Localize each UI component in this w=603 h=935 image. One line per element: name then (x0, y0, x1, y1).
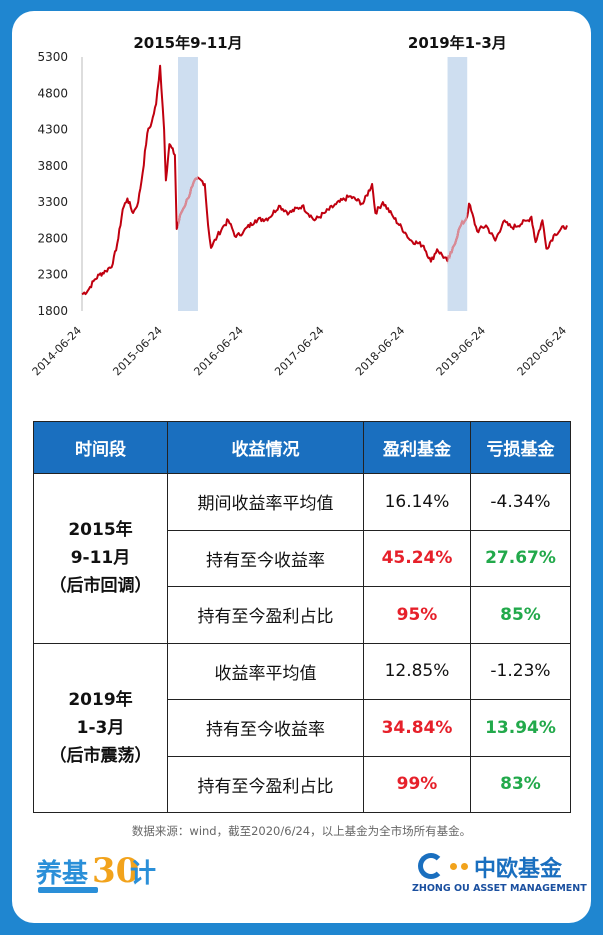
metric-cell: 持有至今收益率 (167, 529, 364, 587)
metric-cell: 收益率平均值 (167, 642, 364, 700)
x-tick-label: 2016-06-24 (191, 324, 245, 378)
zhongou-english: ZHONG OU ASSET MANAGEMENT (412, 883, 587, 894)
period-months: 1-3月 (76, 717, 125, 738)
x-tick-label: 2015-06-24 (110, 324, 164, 378)
index-series-line (81, 64, 568, 296)
logo-text-1: 养基 (36, 859, 89, 889)
header-profit-funds: 盈利基金 (363, 421, 471, 474)
table-row: 持有至今收益率 34.84% 13.94% (34, 699, 571, 757)
loss-cell: 13.94% (470, 699, 571, 757)
profit-cell: 99% (363, 755, 471, 813)
loss-cell: 83% (470, 755, 571, 813)
zhongou-logo: 中欧基金 ZHONG OU ASSET MANAGEMENT (412, 849, 587, 897)
loss-cell: -4.34% (470, 473, 571, 531)
x-tick-label: 2018-06-24 (353, 324, 407, 378)
y-tick-label: 3800 (37, 159, 68, 173)
metric-cell: 持有至今盈利占比 (167, 755, 364, 813)
x-tick-label: 2017-06-24 (272, 324, 326, 378)
header-period: 时间段 (33, 421, 168, 474)
highlight-band (447, 57, 468, 311)
metric-cell: 期间收益率平均值 (167, 473, 364, 531)
table-row: 持有至今盈利占比 99% 83% (34, 755, 571, 813)
card: 2015年9-11月 2019年1-3月 1800 2300 2800 3300 3800 4… (12, 11, 591, 923)
loss-cell: 85% (470, 586, 571, 644)
table-row: 2019年 1-3月 （后市震荡） 收益率平均值 12.85% -1.23% (33, 642, 571, 813)
header-loss-funds: 亏损基金 (470, 421, 571, 474)
y-tick-label: 4300 (37, 123, 68, 137)
metric-cell: 持有至今盈利占比 (167, 586, 364, 644)
yangji-30-logo: 养基 30 计 (34, 849, 164, 897)
logo-number: 30 (92, 851, 140, 891)
y-tick-label: 3300 (37, 195, 68, 209)
highlight-label: 2019年1-3月 (408, 34, 507, 52)
logo-underline (38, 887, 98, 893)
x-tick-label: 2019-06-24 (434, 324, 488, 378)
metric-cell: 持有至今收益率 (167, 699, 364, 757)
y-tick-label: 1800 (37, 304, 68, 318)
x-tick-label: 2014-06-24 (30, 324, 84, 378)
highlight-band (178, 57, 198, 311)
y-tick-label: 5300 (37, 50, 68, 64)
highlight-series-segment (447, 209, 468, 265)
logo-dot-icon (450, 863, 457, 870)
loss-cell: 27.67% (470, 529, 571, 587)
zhongou-c-icon (418, 853, 444, 879)
x-tick-label: 2020-06-24 (515, 324, 569, 378)
profit-cell: 95% (363, 586, 471, 644)
period-months: 9-11月 (70, 548, 131, 569)
table-header-row: 时间段 收益情况 盈利基金 亏损基金 (33, 421, 571, 474)
highlight-label: 2015年9-11月 (133, 34, 242, 52)
profit-cell: 16.14% (363, 473, 471, 531)
logo-text-2: 计 (130, 859, 157, 889)
loss-cell: -1.23% (470, 642, 571, 700)
period-cell-2015: 2015年 9-11月 （后市回调） (33, 473, 168, 644)
profit-cell: 12.85% (363, 642, 471, 700)
fund-stats-table: 时间段 收益情况 盈利基金 亏损基金 2015年 9-11月 （后市回调） 期间… (33, 421, 571, 813)
period-year: 2019年 (68, 689, 133, 710)
index-line-chart: 2015年9-11月 2019年1-3月 1800 2300 2800 3300 3800 4… (30, 34, 569, 378)
table-row: 持有至今收益率 45.24% 27.67% (34, 529, 571, 587)
zhongou-name: 中欧基金 (474, 857, 563, 882)
table-row: 持有至今盈利占比 95% 85% (34, 586, 571, 644)
source-note: 数据来源：wind，截至2020/6/24，以上基金为全市场所有基金。 (131, 824, 472, 838)
period-note: （后市回调） (49, 576, 152, 597)
y-tick-label: 2300 (37, 268, 68, 282)
highlight-series-segment (178, 175, 198, 229)
logo-dot-icon (461, 863, 468, 870)
period-year: 2015年 (68, 520, 133, 541)
period-note: （后市震荡） (49, 745, 152, 766)
y-tick-label: 2800 (37, 231, 68, 245)
y-tick-label: 4800 (37, 86, 68, 100)
table-row: 2015年 9-11月 （后市回调） 期间收益率平均值 16.14% -4.34… (33, 473, 571, 644)
profit-cell: 34.84% (363, 699, 471, 757)
profit-cell: 45.24% (363, 529, 471, 587)
period-cell-2019: 2019年 1-3月 （后市震荡） (33, 642, 168, 813)
header-return: 收益情况 (167, 421, 364, 474)
